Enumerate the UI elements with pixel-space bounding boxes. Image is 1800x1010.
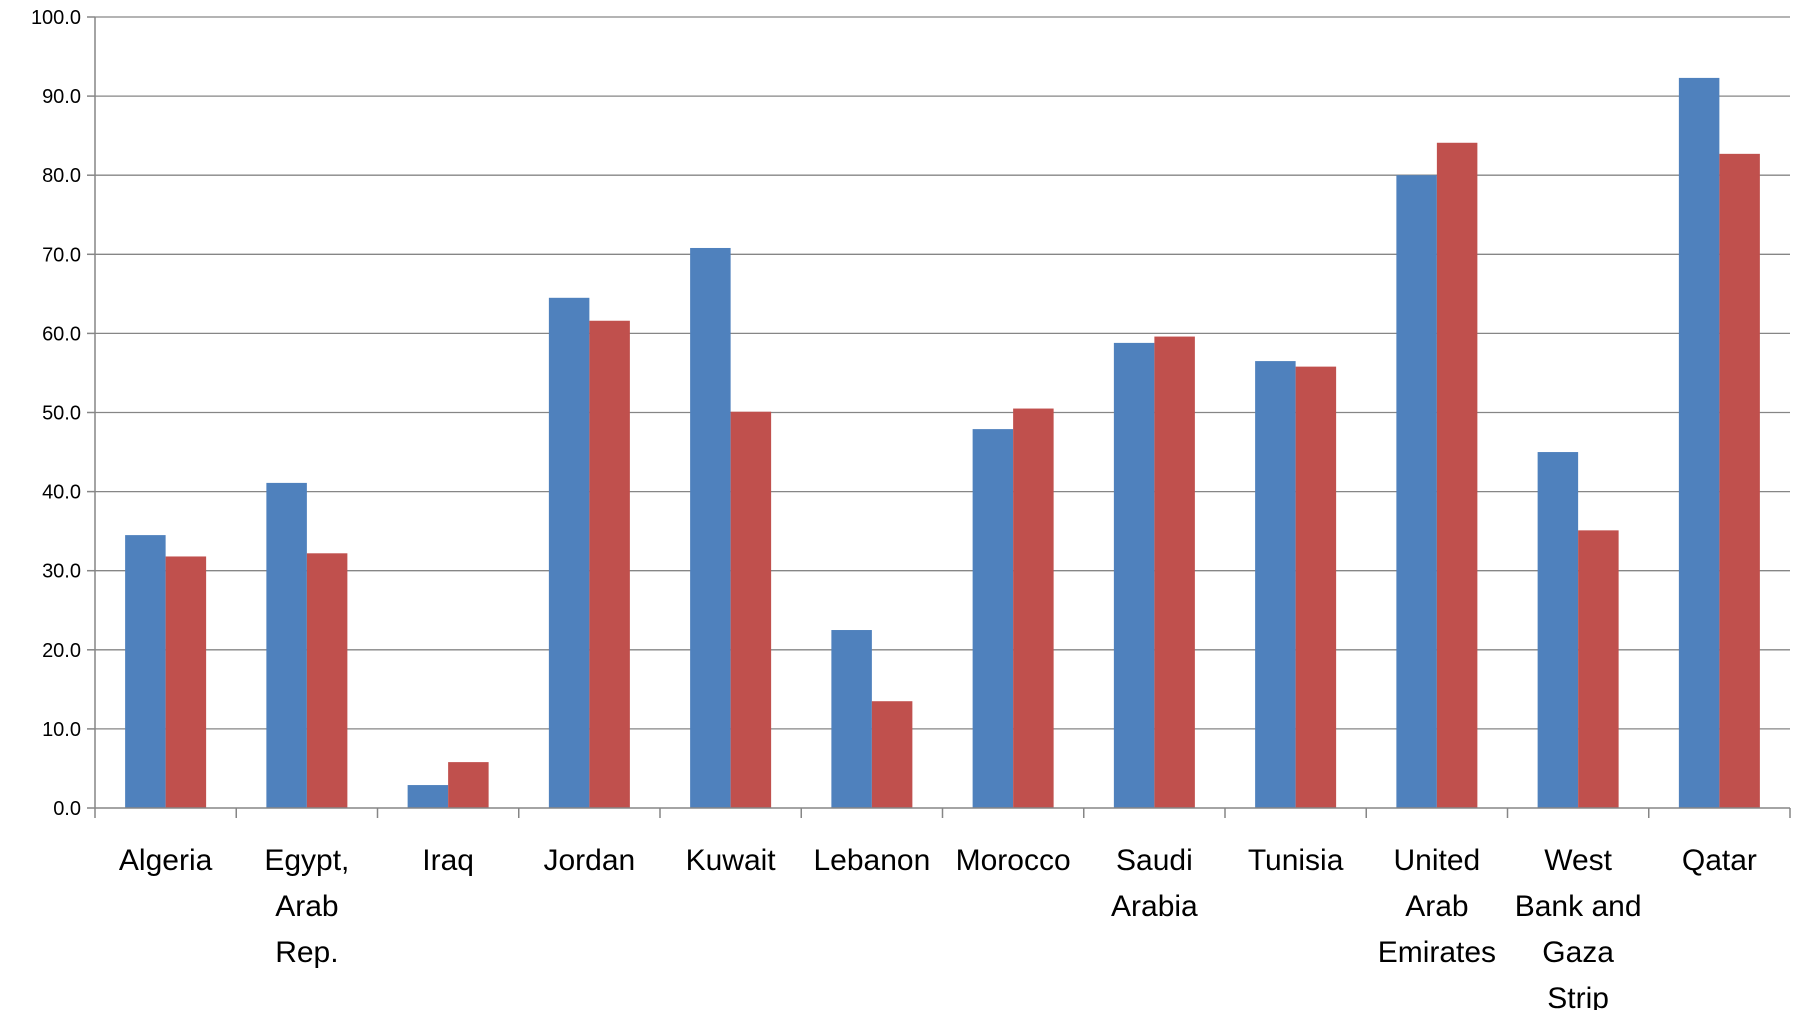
x-category-label-6: Morocco xyxy=(956,844,1071,877)
bar-2-10 xyxy=(1578,530,1619,808)
bar-2-3 xyxy=(589,320,630,808)
gridlines xyxy=(95,16,1790,730)
bar-2-1 xyxy=(306,553,348,808)
bar-1-10 xyxy=(1537,452,1579,808)
x-category-label-9: United Arab Emirates xyxy=(1378,844,1496,969)
x-category-label-8: Tunisia xyxy=(1248,844,1344,877)
bar-2-9 xyxy=(1436,142,1478,809)
y-axis-tick-labels: 0.0 10.0 20.0 30.0 40.0 50.0 60.0 70.0 80.0 90.0 1… xyxy=(31,7,81,820)
y-tick-label-4: 40.0 xyxy=(42,482,81,504)
bar-1-8 xyxy=(1255,361,1296,808)
bars xyxy=(125,77,1760,809)
y-tick-label-2: 20.0 xyxy=(42,640,81,662)
bar-1-6 xyxy=(972,429,1014,808)
bar-1-7 xyxy=(1113,342,1155,808)
bar-2-2 xyxy=(448,762,489,808)
x-category-label-0: Algeria xyxy=(119,844,213,877)
bar-2-11 xyxy=(1719,153,1760,808)
x-category-label-4: Kuwait xyxy=(686,844,777,877)
x-category-label-1: Egypt, Arab Rep. xyxy=(264,844,349,969)
y-tick-label-7: 70.0 xyxy=(42,244,81,266)
y-tick-label-0: 0.0 xyxy=(53,798,81,820)
bar-2-4 xyxy=(730,411,772,808)
bar-1-3 xyxy=(548,297,590,808)
bar-1-9 xyxy=(1396,175,1437,808)
bar-1-5 xyxy=(831,630,872,808)
axes xyxy=(87,16,1791,818)
y-tick-label-6: 60.0 xyxy=(42,323,81,345)
y-tick-label-5: 50.0 xyxy=(42,403,81,425)
bar-1-4 xyxy=(690,247,731,809)
x-category-label-5: Lebanon xyxy=(813,844,930,877)
bar-2-8 xyxy=(1295,366,1337,808)
y-tick-label-10: 100.0 xyxy=(31,7,81,29)
x-category-label-3: Jordan xyxy=(544,844,636,877)
x-category-label-7: Saudi Arabia xyxy=(1111,844,1198,923)
y-tick-label-1: 10.0 xyxy=(42,719,81,741)
x-category-label-10: West Bank and Gaza Strip xyxy=(1515,844,1642,1010)
bar-2-7 xyxy=(1154,336,1195,808)
bar-1-1 xyxy=(266,482,307,808)
bar-2-6 xyxy=(1013,408,1054,808)
x-category-label-11: Qatar xyxy=(1682,844,1757,877)
x-axis-category-labels: Algeria Egypt, Arab Rep. Iraq Jordan Kuwait Leb… xyxy=(119,844,1757,1010)
bar-2-5 xyxy=(871,701,913,808)
bar-1-11 xyxy=(1678,77,1720,809)
bar-2-0 xyxy=(165,556,207,808)
y-tick-label-9: 90.0 xyxy=(42,86,81,108)
y-tick-label-8: 80.0 xyxy=(42,165,81,187)
x-category-label-2: Iraq xyxy=(422,844,474,877)
y-tick-label-3: 30.0 xyxy=(42,561,81,583)
bar-1-2 xyxy=(407,785,449,808)
bar-1-0 xyxy=(125,535,166,808)
